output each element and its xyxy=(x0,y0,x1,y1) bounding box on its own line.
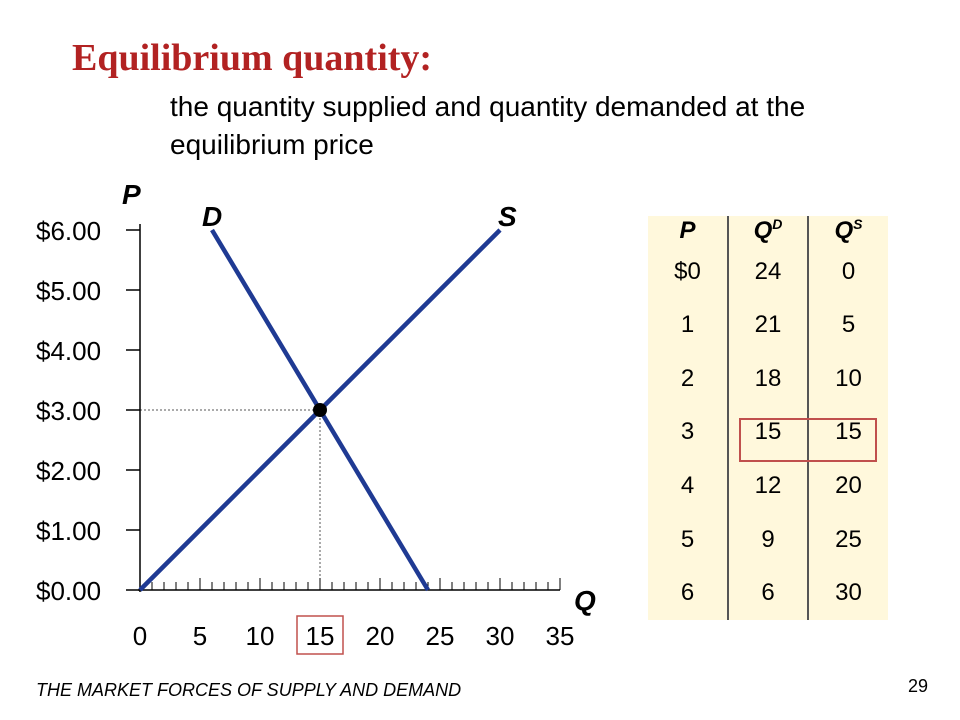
schedule-cell-qd: 24 xyxy=(727,245,809,299)
schedule-cell-qd: 15 xyxy=(727,405,809,460)
slide-title: Equilibrium quantity: xyxy=(72,37,433,79)
x-tick-label: 20 xyxy=(366,621,395,651)
equilibrium-point xyxy=(313,403,327,417)
schedule-cell-qs: 15 xyxy=(835,418,862,446)
schedule-row: 1 21 5 xyxy=(648,298,888,353)
schedule-cell-qs: 25 xyxy=(835,525,862,553)
y-tick-label: $2.00 xyxy=(36,456,101,486)
schedule-row: $0 24 0 xyxy=(648,245,888,299)
chart-labels: $0.00 $1.00 $2.00 $3.00 $4.00 $5.00 $6.00 0 5 10 1… xyxy=(36,179,596,655)
schedule-cell-p: 4 xyxy=(680,472,695,500)
schedule-row: 2 18 10 xyxy=(648,352,888,406)
schedule-row: 4 12 20 xyxy=(648,459,888,513)
schedule-cell-p: 1 xyxy=(680,311,695,339)
demand-label: D xyxy=(202,201,222,232)
y-tick-label: $1.00 xyxy=(36,516,101,546)
schedule-header-qs: QS xyxy=(808,216,888,245)
y-axis-label: P xyxy=(122,179,141,210)
y-tick-label: $0.00 xyxy=(36,576,101,606)
supply-label: S xyxy=(498,201,517,232)
schedule-header-row: P QD QS xyxy=(648,216,888,245)
schedule-table: P QD QS $0 24 0 1 21 5 2 18 10 3 15 15 4 12 20 5 9 25 6 6 30 xyxy=(648,216,888,620)
slide-subtitle: the quantity supplied and quantity deman… xyxy=(170,91,806,160)
schedule-cell-qd: 9 xyxy=(727,512,809,567)
x-tick-label: 10 xyxy=(246,621,275,651)
y-tick-label: $3.00 xyxy=(36,396,101,426)
x-tick-label: 15 xyxy=(306,621,335,651)
x-tick-label: 5 xyxy=(193,621,207,651)
x-tick-highlight xyxy=(296,615,344,655)
schedule-cell-qs: 0 xyxy=(841,257,856,285)
y-tick-label: $6.00 xyxy=(36,216,101,246)
schedule-cell-p: 5 xyxy=(680,525,695,553)
chart-axes xyxy=(126,224,561,592)
schedule-cell-qs: 20 xyxy=(835,472,862,500)
schedule-row: 3 15 15 xyxy=(648,405,888,460)
chart-grid xyxy=(140,409,321,590)
x-axis-label: Q xyxy=(574,585,596,616)
schedule-header-p: P xyxy=(679,216,696,244)
chart-series xyxy=(138,228,502,592)
y-tick-label: $4.00 xyxy=(36,336,101,366)
schedule-header-qd: QD xyxy=(727,216,809,245)
schedule-header-qd-sup: D xyxy=(772,216,783,232)
schedule-cell-qd: 6 xyxy=(727,566,809,620)
schedule-cell-p: $0 xyxy=(674,257,701,285)
schedule-row: 6 6 30 xyxy=(648,566,888,620)
schedule-cell-qd: 18 xyxy=(727,352,809,406)
schedule-cell-qs: 10 xyxy=(835,364,862,392)
schedule-cell-p: 6 xyxy=(680,579,695,607)
slide-footer: THE MARKET FORCES OF SUPPLY AND DEMAND xyxy=(36,680,462,700)
schedule-cell-qd: 21 xyxy=(727,298,809,353)
x-tick-label: 0 xyxy=(133,621,147,651)
schedule-header-qs-base: Q xyxy=(834,217,854,244)
schedule-row: 5 9 25 xyxy=(648,512,888,567)
schedule-cell-qs: 5 xyxy=(841,311,856,339)
x-tick-label: 30 xyxy=(486,621,515,651)
y-tick-label: $5.00 xyxy=(36,276,101,306)
schedule-cell-p: 2 xyxy=(680,364,695,392)
schedule-header-qd-base: Q xyxy=(753,217,773,244)
schedule-cell-qd: 12 xyxy=(727,459,809,513)
schedule-cell-p: 3 xyxy=(680,418,695,446)
schedule-header-qs-sup: S xyxy=(853,216,863,232)
schedule-cell-qs: 30 xyxy=(835,579,862,607)
x-tick-label: 35 xyxy=(546,621,575,651)
page-number: 29 xyxy=(908,676,929,696)
x-tick-label: 25 xyxy=(426,621,455,651)
